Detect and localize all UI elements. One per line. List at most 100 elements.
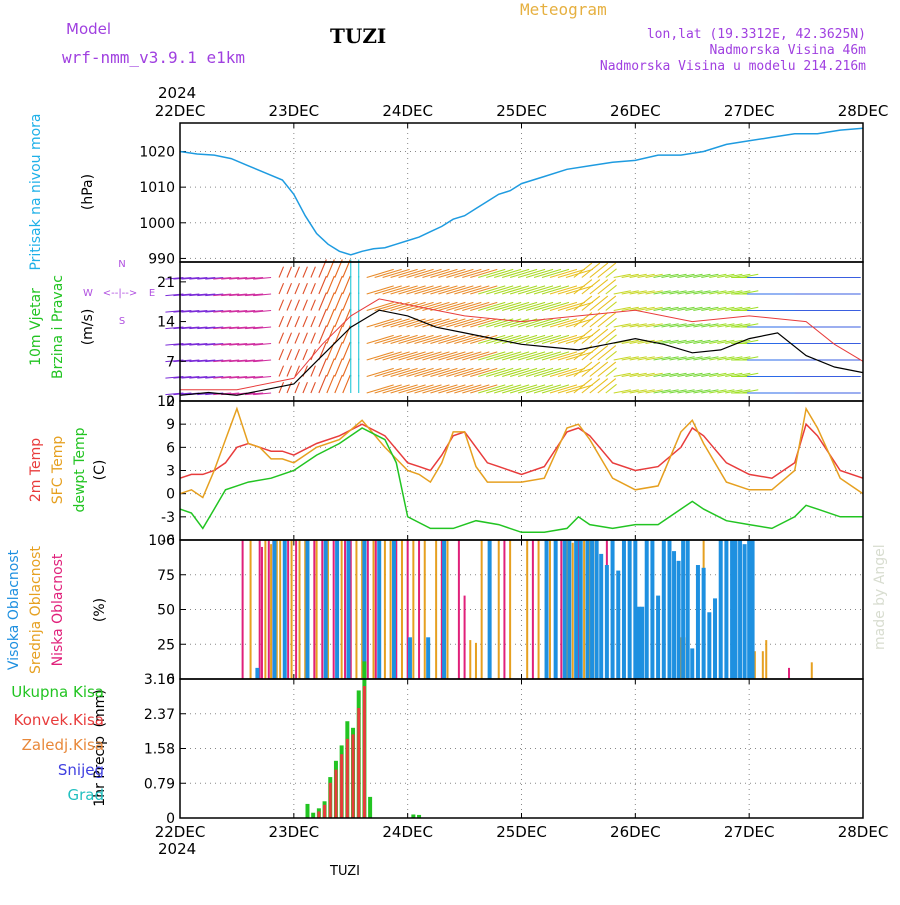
wind-arrow — [517, 384, 546, 394]
cloud-bar — [282, 540, 287, 679]
wind-arrow — [621, 339, 639, 345]
wind-arrow — [278, 332, 285, 344]
x-tick-label-top: 28DEC — [838, 102, 889, 120]
wind-arrow — [517, 301, 546, 312]
cloud-bar — [366, 540, 369, 679]
precip-conv-bar — [351, 734, 355, 818]
model-name: wrf-nmm_v3.9.1 e1km — [62, 48, 245, 67]
wind-arrows — [165, 259, 861, 396]
wind-arrow — [430, 384, 458, 394]
cloud-bar — [742, 544, 747, 679]
wind-arrow — [557, 351, 586, 361]
wind-arrow — [661, 356, 679, 361]
precip-total-bar — [311, 812, 316, 818]
wind-arrow — [398, 334, 426, 345]
wind-arrow — [653, 323, 671, 328]
wind-arrow — [581, 312, 601, 328]
cloud-bar — [361, 540, 364, 679]
cloud-bar — [323, 540, 328, 679]
wind-arrow — [645, 290, 663, 295]
wind-arrow — [677, 339, 695, 345]
wind-arrow — [173, 326, 192, 330]
wind-arrow — [286, 282, 293, 295]
wind-arrow — [501, 384, 530, 394]
wind-arrow — [245, 375, 264, 379]
wind-arrow — [406, 367, 434, 378]
wind-arrow — [645, 372, 663, 378]
wind-arrow — [669, 306, 687, 312]
wind-arrow — [462, 367, 490, 378]
cloud-bar — [661, 540, 666, 679]
wind-arrow — [470, 318, 498, 328]
wind-arrow — [310, 332, 316, 344]
wind-arrow — [462, 268, 490, 279]
cloud-bar — [713, 598, 718, 679]
wind-arrow — [486, 285, 514, 295]
wind-arrow — [342, 308, 351, 328]
cloud-bar — [676, 560, 681, 679]
wind-arrow — [237, 309, 256, 313]
wind-arrow — [374, 334, 402, 345]
cloud-bar — [457, 540, 460, 679]
wind-arrow — [725, 273, 743, 279]
legend-snow: Snijeg — [58, 761, 104, 779]
wind-arrow — [637, 323, 655, 328]
wind-arrow — [629, 356, 647, 361]
x-tick-label-bottom: 27DEC — [724, 823, 775, 841]
wind-arrow — [342, 292, 351, 311]
cloud-bar — [255, 667, 260, 679]
wind-arrow — [334, 325, 343, 344]
cloud-bar — [599, 553, 604, 679]
cloud-bar — [810, 662, 813, 679]
wind-arrow — [525, 318, 554, 328]
wind-arrow — [414, 301, 442, 312]
wind-arrow — [221, 309, 240, 313]
wind-arrow — [245, 359, 264, 363]
wind-arrow — [294, 332, 300, 344]
cloud-bar — [349, 540, 352, 679]
wind-arrow — [374, 285, 402, 295]
wind-arrow — [294, 348, 300, 361]
wind-arrow — [613, 290, 631, 295]
wind-arrow — [509, 285, 538, 295]
cloud-bar — [279, 540, 282, 679]
wind-arrow — [406, 268, 434, 279]
lonlat-text: lon,lat (19.3312E, 42.3625N) — [647, 27, 866, 42]
cloud-bar — [249, 540, 252, 679]
cloud-bar — [423, 540, 426, 679]
wind-arrow — [709, 290, 727, 295]
cloud-bar — [588, 540, 591, 679]
wind-arrow — [637, 356, 655, 361]
wind-arrow — [462, 351, 490, 361]
wind-arrow — [621, 356, 639, 361]
wind-arrow — [173, 392, 192, 396]
wind-arrow — [509, 384, 538, 394]
y-tick-label: 3 — [166, 464, 175, 480]
wind-arrow — [501, 318, 530, 328]
wind-arrow — [366, 367, 394, 378]
wind-arrow — [517, 334, 546, 345]
legend-frozen: Zaledj.Kisa — [22, 736, 104, 754]
wind-arrow — [605, 268, 617, 278]
wind-arrow — [501, 301, 530, 312]
cloud-bar — [578, 540, 583, 679]
wind-arrow — [637, 306, 655, 312]
wind-arrow — [613, 372, 631, 378]
cloud-bar — [690, 648, 695, 679]
wind-arrow — [382, 268, 410, 279]
cloud-bar — [548, 540, 551, 679]
cloud-unit: (%) — [92, 598, 108, 622]
wind-arrow — [398, 301, 426, 312]
wind-arrow — [557, 384, 586, 394]
wind-arrow — [478, 285, 506, 295]
precip-total-bar — [368, 796, 373, 818]
wind-arrow — [701, 372, 719, 378]
wind-arrow — [717, 372, 735, 378]
wind-arrow — [589, 378, 609, 394]
wind-arrow — [221, 326, 240, 330]
wind-arrow — [693, 356, 711, 361]
wind-arrow — [486, 384, 514, 394]
cloud-bar — [567, 540, 572, 679]
cloud-bar — [627, 540, 632, 679]
wind-arrow — [589, 345, 609, 361]
